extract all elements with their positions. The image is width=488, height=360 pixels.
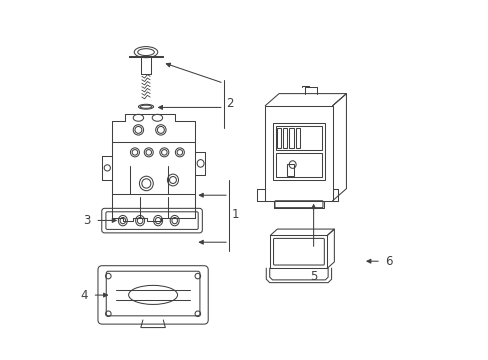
Bar <box>276 129 281 148</box>
Bar <box>287 164 293 176</box>
Text: 1: 1 <box>231 208 238 221</box>
Text: 3: 3 <box>83 214 90 227</box>
Bar <box>295 129 299 148</box>
Text: 4: 4 <box>81 289 88 302</box>
Text: 6: 6 <box>385 255 392 268</box>
Bar <box>289 129 293 148</box>
Bar <box>275 126 322 150</box>
Text: 2: 2 <box>226 98 234 111</box>
Text: 5: 5 <box>309 270 317 283</box>
Bar <box>272 123 325 180</box>
Bar <box>275 153 322 177</box>
Bar <box>283 129 287 148</box>
